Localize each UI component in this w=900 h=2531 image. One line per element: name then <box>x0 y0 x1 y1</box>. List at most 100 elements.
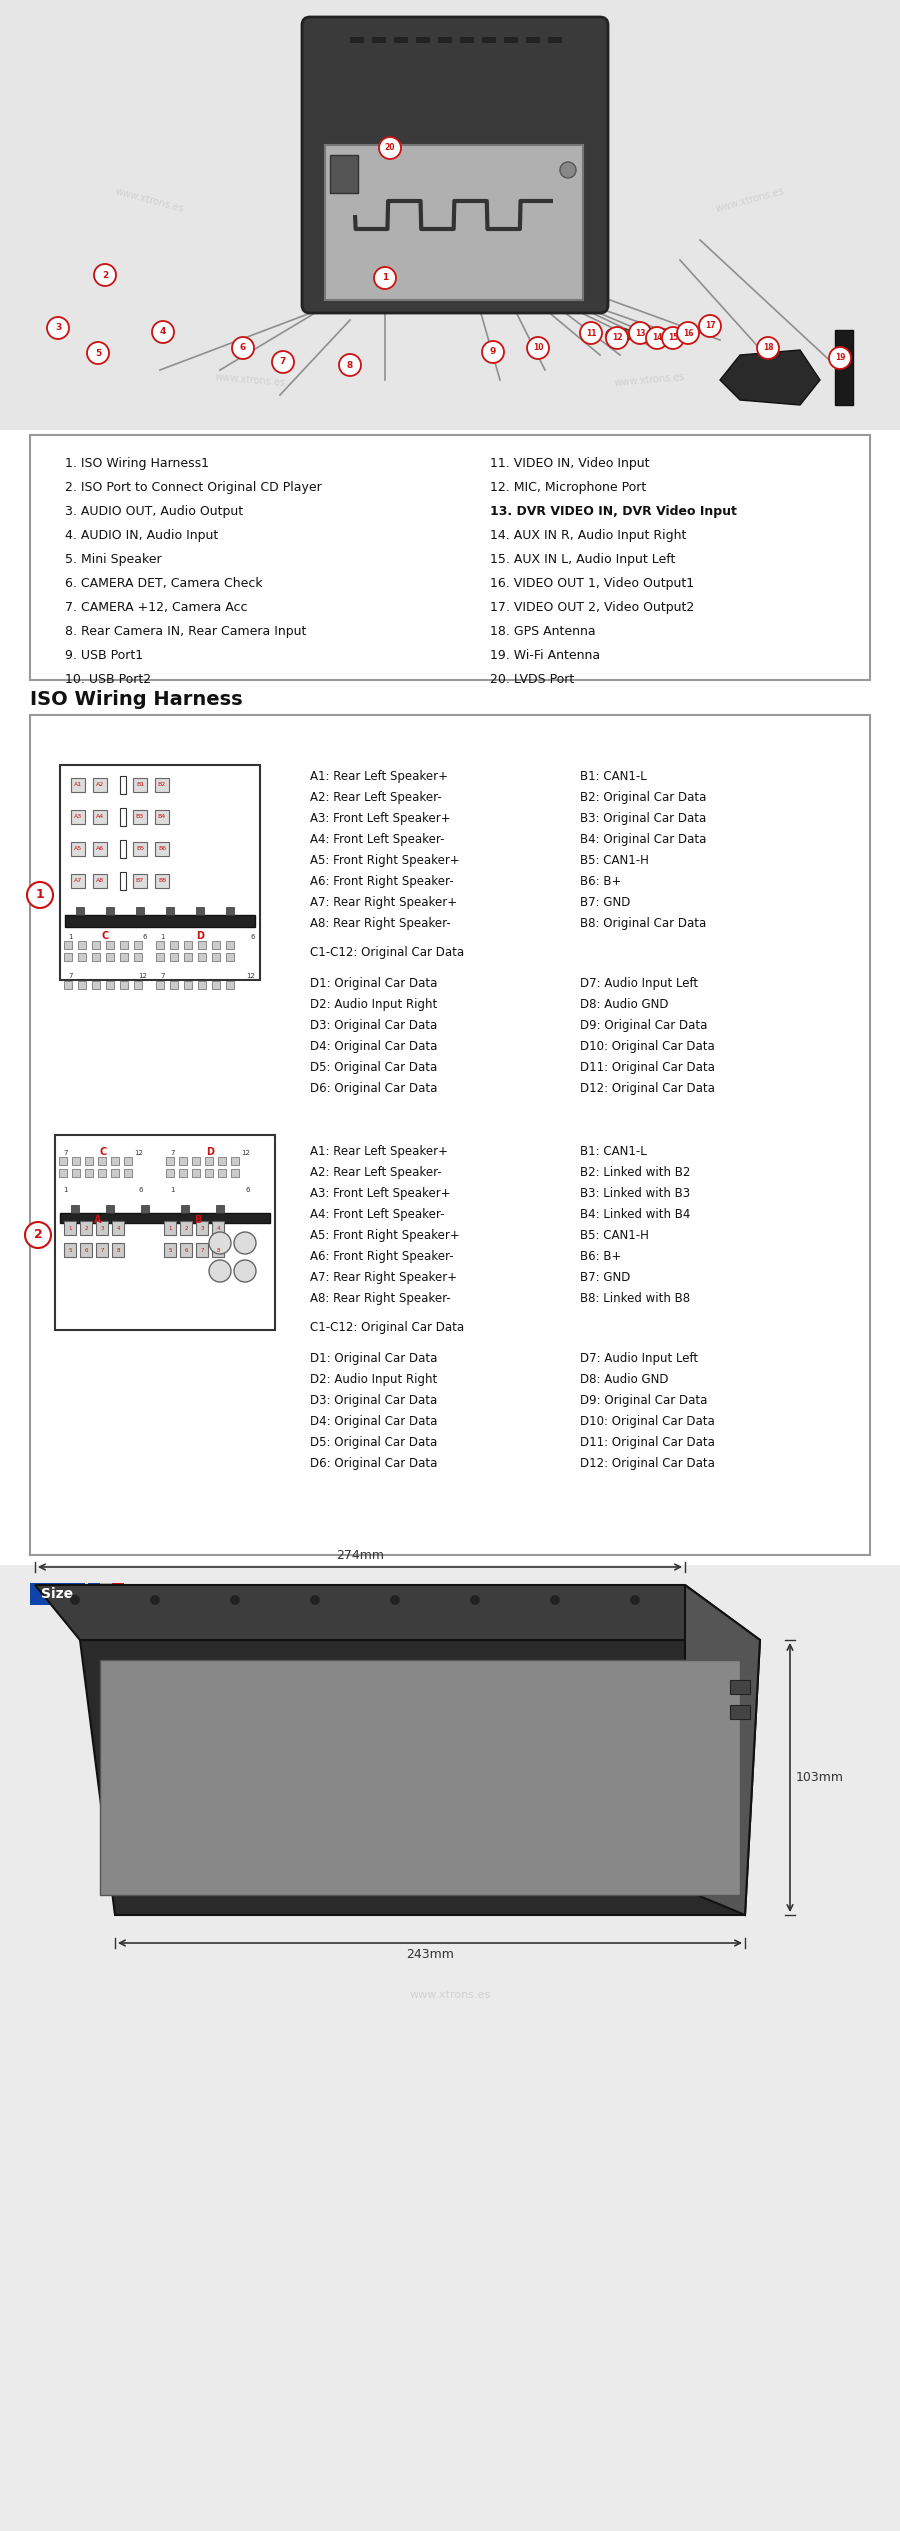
Text: A: A <box>94 1215 102 1225</box>
Bar <box>155 843 169 855</box>
Bar <box>106 906 114 916</box>
Text: 10. USB Port2: 10. USB Port2 <box>65 673 151 686</box>
Text: D2: Audio Input Right: D2: Audio Input Right <box>310 1372 437 1387</box>
Bar <box>216 1205 224 1212</box>
Text: 5: 5 <box>168 1248 172 1253</box>
Bar <box>120 954 128 962</box>
Text: 4: 4 <box>160 326 166 337</box>
Bar <box>64 942 72 949</box>
Bar <box>181 1205 189 1212</box>
Text: 1: 1 <box>170 1187 175 1192</box>
Bar <box>76 906 84 916</box>
Circle shape <box>829 347 851 370</box>
Bar <box>212 982 220 990</box>
Bar <box>482 38 496 43</box>
Bar <box>350 38 364 43</box>
Text: D5: Original Car Data: D5: Original Car Data <box>310 1435 437 1450</box>
Text: 1: 1 <box>63 1187 68 1192</box>
Text: A3: Front Left Speaker+: A3: Front Left Speaker+ <box>310 1187 451 1200</box>
Bar <box>134 954 142 962</box>
Text: 4: 4 <box>216 1225 220 1230</box>
Bar <box>196 906 204 916</box>
FancyBboxPatch shape <box>112 1582 124 1605</box>
Text: 13. DVR VIDEO IN, DVR Video Input: 13. DVR VIDEO IN, DVR Video Input <box>490 506 737 519</box>
Circle shape <box>310 1595 320 1605</box>
Circle shape <box>70 1595 80 1605</box>
FancyBboxPatch shape <box>55 1134 275 1329</box>
Bar <box>156 942 164 949</box>
Text: 14: 14 <box>652 334 662 342</box>
Circle shape <box>560 162 576 177</box>
Text: 15. AUX IN L, Audio Input Left: 15. AUX IN L, Audio Input Left <box>490 552 675 567</box>
Circle shape <box>379 137 401 159</box>
Text: 20: 20 <box>385 144 395 152</box>
Text: 243mm: 243mm <box>406 1949 454 1962</box>
Bar <box>170 982 178 990</box>
Text: 5: 5 <box>94 349 101 357</box>
Bar <box>111 1169 119 1177</box>
Text: D7: Audio Input Left: D7: Audio Input Left <box>580 1352 698 1364</box>
Circle shape <box>150 1595 160 1605</box>
Bar <box>198 942 206 949</box>
Text: A7: Rear Right Speaker+: A7: Rear Right Speaker+ <box>310 1271 457 1283</box>
Bar <box>179 1157 187 1164</box>
Bar <box>78 982 86 990</box>
Text: 11: 11 <box>586 329 596 337</box>
Text: D: D <box>206 1147 214 1157</box>
Circle shape <box>339 354 361 377</box>
Text: A8: Rear Right Speaker-: A8: Rear Right Speaker- <box>310 916 451 929</box>
Bar <box>170 954 178 962</box>
Text: 19. Wi-Fi Antenna: 19. Wi-Fi Antenna <box>490 648 600 663</box>
Bar <box>330 154 358 192</box>
Bar <box>170 942 178 949</box>
Text: ISO Wiring Harness: ISO Wiring Harness <box>30 691 243 709</box>
Text: 1: 1 <box>168 1225 172 1230</box>
Text: A5: A5 <box>74 845 82 850</box>
Text: 2: 2 <box>85 1225 88 1230</box>
Text: www.xtrons.es: www.xtrons.es <box>410 1989 490 1999</box>
Text: 1. ISO Wiring Harness1: 1. ISO Wiring Harness1 <box>65 458 209 471</box>
Circle shape <box>580 321 602 344</box>
Bar <box>71 810 85 825</box>
Bar <box>78 942 86 949</box>
Bar <box>124 1169 132 1177</box>
Text: 8. Rear Camera IN, Rear Camera Input: 8. Rear Camera IN, Rear Camera Input <box>65 625 306 638</box>
Bar <box>192 1169 200 1177</box>
Text: D3: Original Car Data: D3: Original Car Data <box>310 1395 437 1407</box>
Text: D11: Original Car Data: D11: Original Car Data <box>580 1435 715 1450</box>
Bar <box>180 1243 192 1258</box>
Bar <box>71 873 85 888</box>
Text: 2. ISO Port to Connect Original CD Player: 2. ISO Port to Connect Original CD Playe… <box>65 481 322 494</box>
Circle shape <box>470 1595 480 1605</box>
Text: 5. Mini Speaker: 5. Mini Speaker <box>65 552 162 567</box>
Text: 3: 3 <box>100 1225 104 1230</box>
Text: 7: 7 <box>160 972 165 979</box>
FancyBboxPatch shape <box>88 1582 100 1605</box>
Text: 4. AUDIO IN, Audio Input: 4. AUDIO IN, Audio Input <box>65 529 218 542</box>
Bar <box>155 873 169 888</box>
Bar <box>184 954 192 962</box>
Bar <box>65 916 255 926</box>
Text: B8: B8 <box>158 878 166 883</box>
Text: 17: 17 <box>705 321 716 332</box>
Text: D4: Original Car Data: D4: Original Car Data <box>310 1040 437 1053</box>
Text: 9. USB Port1: 9. USB Port1 <box>65 648 143 663</box>
Text: Size: Size <box>40 1587 73 1602</box>
Bar <box>93 843 107 855</box>
Bar <box>156 982 164 990</box>
Text: 16: 16 <box>683 329 693 337</box>
Text: 6: 6 <box>246 1187 250 1192</box>
Bar <box>64 1243 76 1258</box>
Bar <box>106 954 114 962</box>
Text: D5: Original Car Data: D5: Original Car Data <box>310 1060 437 1073</box>
Text: D2: Audio Input Right: D2: Audio Input Right <box>310 997 437 1010</box>
Bar <box>64 1220 76 1235</box>
Bar <box>92 942 100 949</box>
Text: 1: 1 <box>68 1225 72 1230</box>
Bar <box>164 1220 176 1235</box>
Text: 6. CAMERA DET, Camera Check: 6. CAMERA DET, Camera Check <box>65 577 263 590</box>
Text: A6: A6 <box>96 845 104 850</box>
Bar <box>80 1243 92 1258</box>
Text: B2: B2 <box>158 782 166 787</box>
Bar <box>226 954 234 962</box>
